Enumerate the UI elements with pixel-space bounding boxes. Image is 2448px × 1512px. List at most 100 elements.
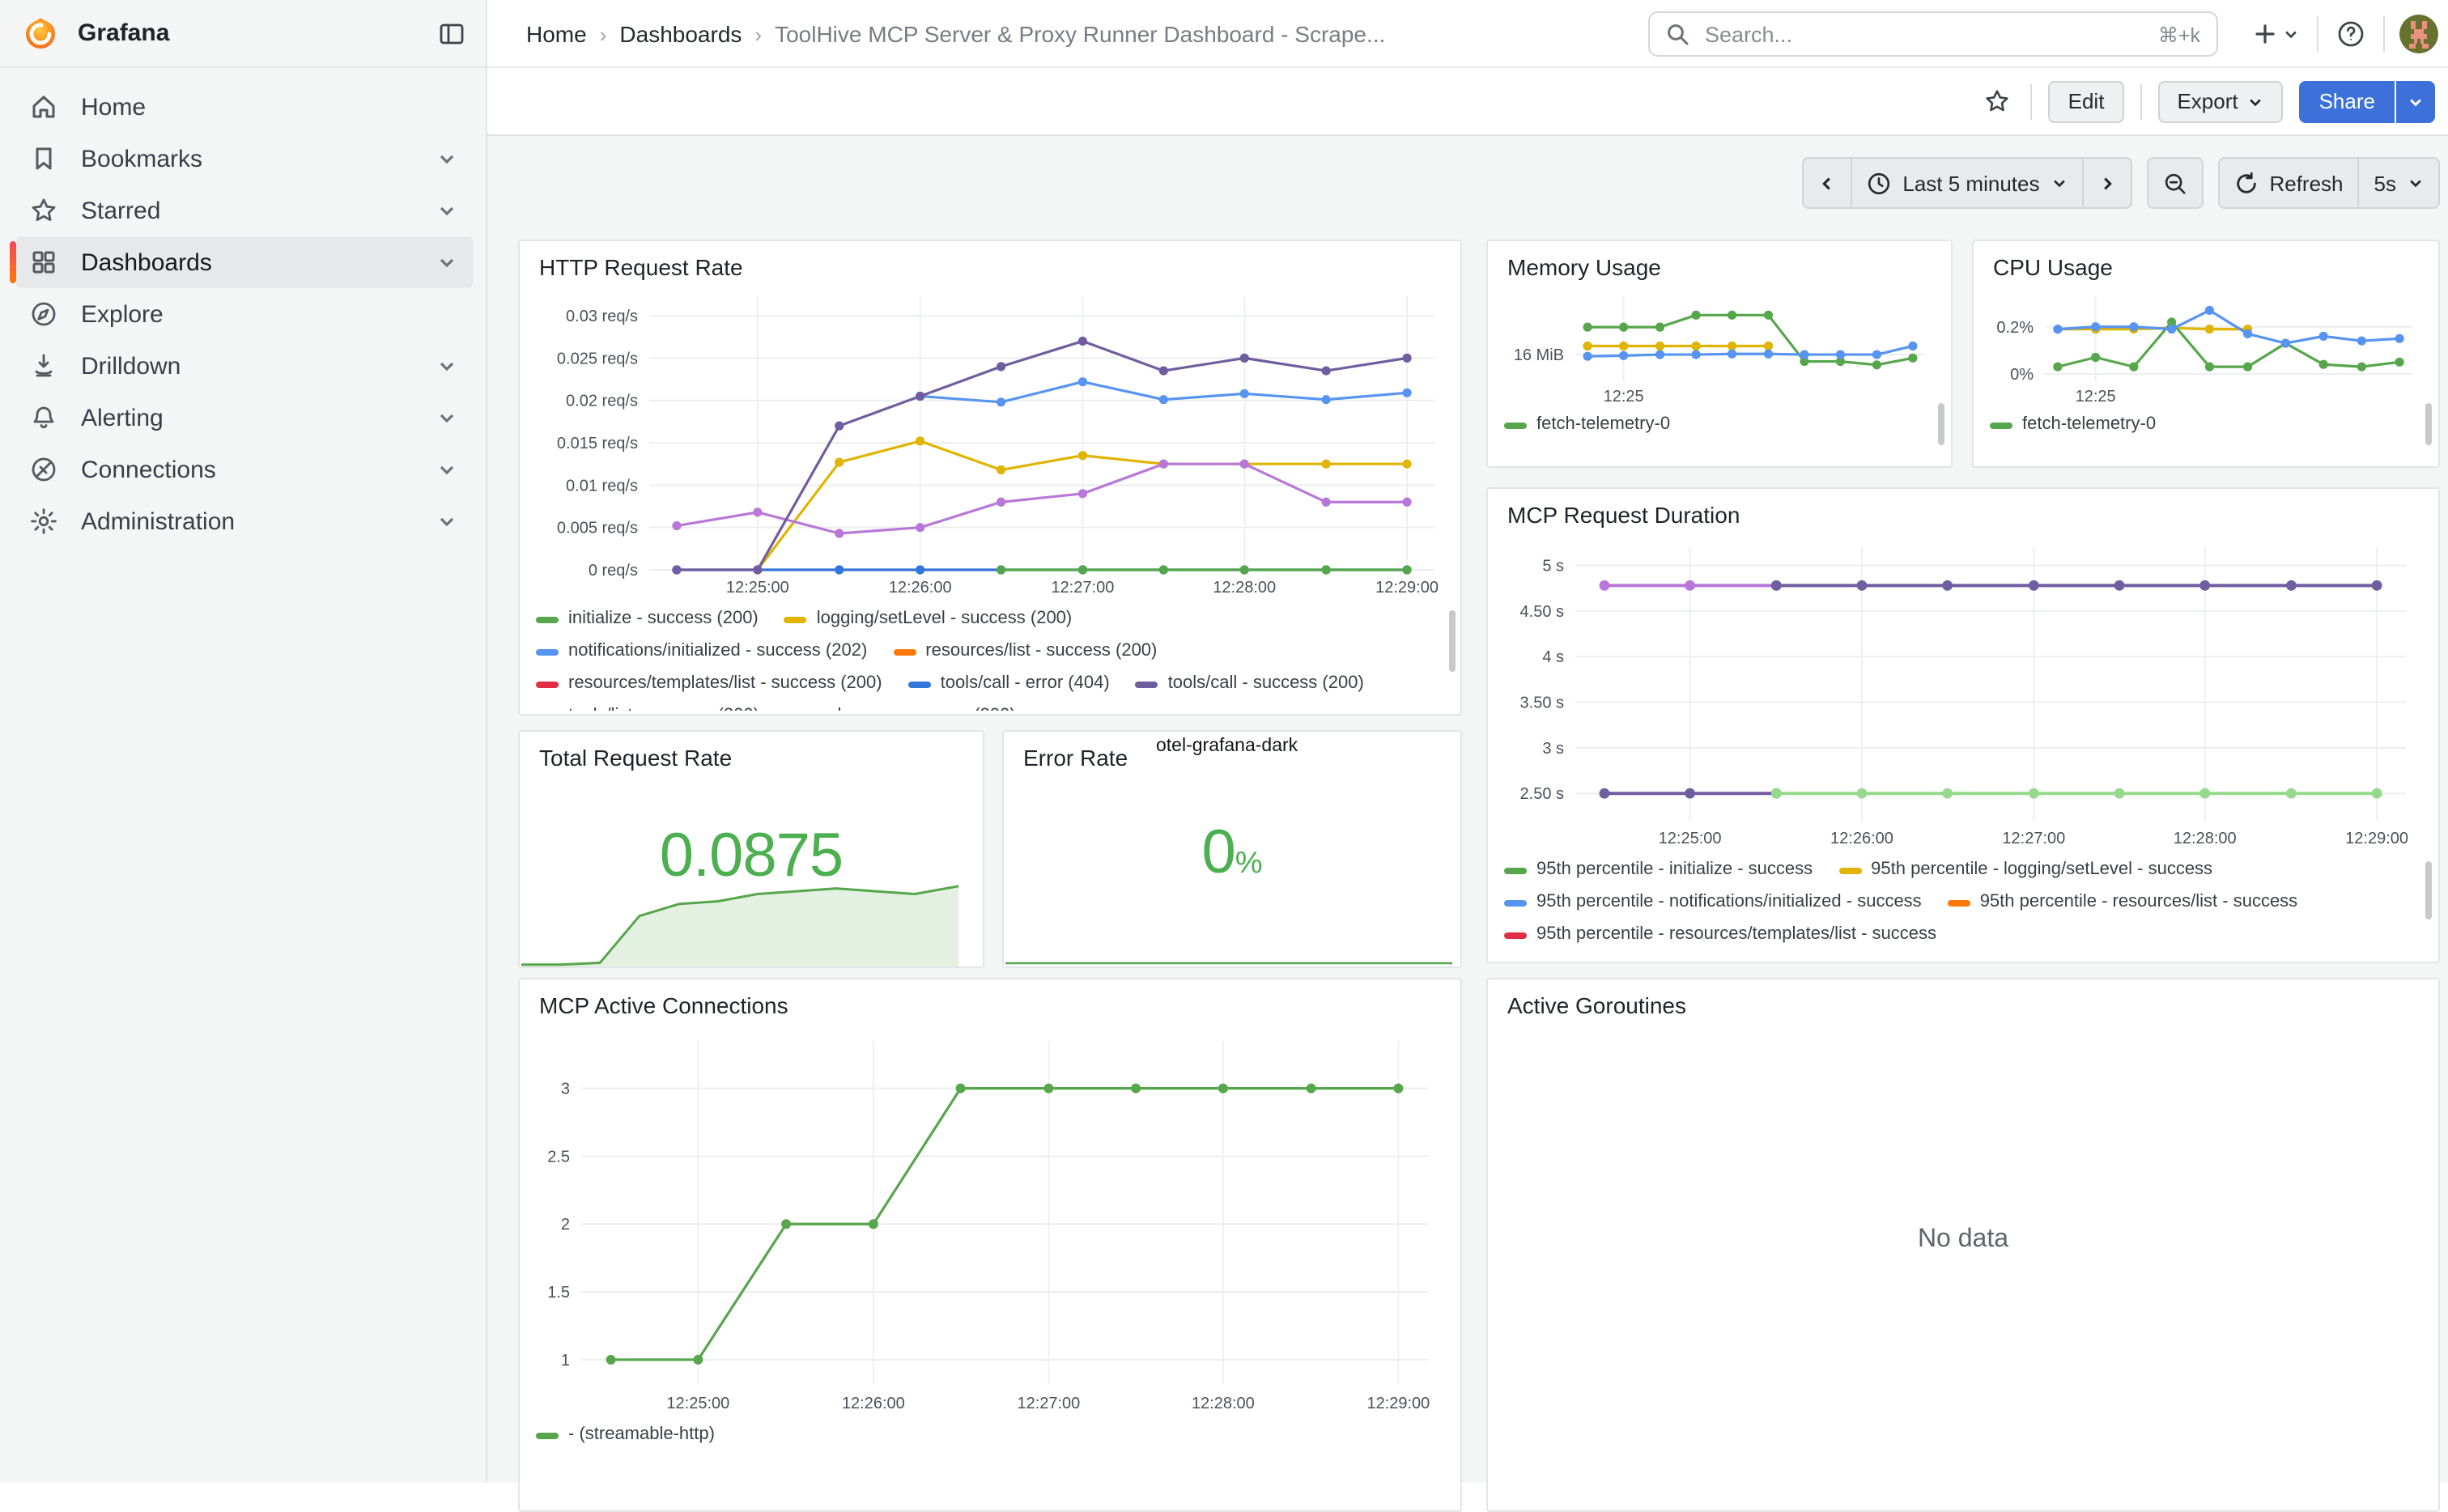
sidebar-item-starred[interactable]: Starred [16, 185, 473, 236]
cpu-legend: fetch-telemetry-0 [1990, 413, 2396, 442]
sidebar-item-label: Home [81, 93, 147, 121]
sidebar-item-bookmarks[interactable]: Bookmarks [16, 133, 473, 185]
legend-scrollbar[interactable] [2425, 403, 2432, 445]
http-legend: initialize - success (200) logging/setLev… [536, 607, 1425, 711]
refresh-interval-label: 5s [2374, 171, 2396, 195]
time-forward-button[interactable] [2083, 159, 2130, 207]
share-button[interactable]: Share [2299, 80, 2395, 122]
legend-item[interactable]: fetch-telemetry-0 [1990, 413, 2156, 437]
legend-scrollbar[interactable] [1449, 610, 1456, 672]
export-button[interactable]: Export [2157, 80, 2284, 122]
svg-text:0%: 0% [2010, 366, 2034, 384]
search-box[interactable]: ⌘+k [1648, 11, 2218, 57]
refresh-group: Refresh 5s [2217, 157, 2440, 209]
edit-button[interactable]: Edit [2048, 80, 2124, 122]
svg-text:0.2%: 0.2% [1996, 319, 2034, 337]
sidebar-item-drilldown[interactable]: Drilldown [16, 340, 473, 392]
time-range-picker[interactable]: Last 5 minutes [1852, 159, 2084, 207]
panel-title[interactable]: Memory Usage [1507, 254, 1661, 280]
panel-title[interactable]: CPU Usage [1993, 254, 2113, 280]
add-button[interactable] [2249, 18, 2302, 50]
breadcrumb-dashboards[interactable]: Dashboards [619, 21, 742, 47]
legend-item[interactable]: resources/templates/list - success (200) [536, 672, 882, 696]
divider [2030, 83, 2033, 119]
legend-item[interactable]: initialize - success (200) [536, 607, 759, 631]
legend-item[interactable]: unknown - success (200) [785, 704, 1016, 711]
legend-swatch [536, 1432, 559, 1438]
sidebar-item-administration[interactable]: Administration [16, 495, 473, 547]
avatar[interactable] [2399, 15, 2438, 53]
svg-text:3: 3 [561, 1081, 570, 1098]
bell-icon [29, 403, 58, 432]
legend-scrollbar[interactable] [1938, 403, 1944, 445]
legend-item[interactable]: 95th percentile - logging/setLevel - suc… [1838, 858, 2212, 882]
panel-title[interactable]: MCP Active Connections [539, 992, 788, 1018]
refresh-icon [2236, 171, 2256, 193]
panel-title[interactable]: Error Rate [1023, 745, 1128, 771]
search-input[interactable] [1702, 20, 2158, 48]
sidebar-item-alerting[interactable]: Alerting [16, 392, 473, 444]
panel-mcp-active-connections: MCP Active Connections 12:25:00 12:26:00 1… [518, 978, 1462, 1512]
panel-title[interactable]: HTTP Request Rate [539, 254, 743, 280]
svg-text:0.005 req/s: 0.005 req/s [557, 520, 638, 537]
sidebar-item-dashboards[interactable]: Dashboards [10, 236, 473, 288]
favorite-star-button[interactable] [1981, 84, 2015, 118]
legend-item[interactable]: - (streamable-http) [536, 1423, 715, 1447]
panel-title[interactable]: Active Goroutines [1507, 992, 1686, 1018]
divider [2383, 16, 2385, 52]
bookmark-icon [29, 144, 58, 173]
chevron-down-icon[interactable] [437, 460, 457, 479]
total-request-rate-sparkline[interactable] [521, 826, 958, 968]
svg-text:12:25: 12:25 [1604, 388, 1644, 406]
legend-item[interactable]: 95th percentile - resources/templates/li… [1504, 923, 1936, 947]
dashboards-icon [29, 248, 58, 277]
legend-item[interactable]: 95th percentile - resources/list - succe… [1947, 890, 2297, 915]
time-back-button[interactable] [1804, 159, 1853, 207]
legend-item[interactable]: 95th percentile - notifications/initiali… [1504, 890, 1922, 915]
mcp-request-duration-chart[interactable]: 12:25:00 12:26:00 12:27:00 12:28:00 12:29:00… [1501, 534, 2429, 848]
panel-title[interactable]: MCP Request Duration [1507, 502, 1740, 528]
http-request-rate-chart[interactable]: 12:25:00 12:26:00 12:27:00 12:28:00 12:29:00… [533, 287, 1451, 597]
chevron-down-icon [2410, 98, 2421, 106]
sidebar-item-explore[interactable]: Explore [16, 288, 473, 340]
legend-item[interactable]: notifications/initialized - success (202… [536, 639, 867, 664]
breadcrumb-home[interactable]: Home [526, 21, 587, 47]
svg-text:4.50 s: 4.50 s [1520, 603, 1564, 621]
chevron-down-icon[interactable] [437, 512, 457, 531]
legend-item[interactable]: 95th percentile - initialize - success [1504, 858, 1813, 882]
chevron-down-icon[interactable] [437, 356, 457, 376]
cpu-usage-chart[interactable]: 12:25 0.2% 0% [1987, 283, 2429, 406]
legend-item[interactable]: tools/call - success (200) [1135, 672, 1364, 696]
zoom-out-icon [2165, 172, 2186, 193]
grafana-logo[interactable] [23, 15, 58, 51]
collapse-sidebar-icon[interactable] [437, 19, 466, 48]
panel-title[interactable]: Total Request Rate [539, 745, 733, 771]
share-split-button: Share [2299, 80, 2435, 122]
chevron-down-icon[interactable] [437, 253, 457, 272]
legend-swatch [893, 648, 916, 655]
sidebar-item-home[interactable]: Home [16, 81, 473, 133]
chevron-down-icon[interactable] [437, 408, 457, 427]
legend-swatch [1838, 867, 1862, 873]
topbar-actions [2249, 0, 2438, 68]
chevron-down-icon[interactable] [437, 201, 457, 220]
refresh-interval-picker[interactable]: 5s [2360, 159, 2438, 207]
legend-item[interactable]: logging/setLevel - success (200) [784, 607, 1072, 631]
legend-item[interactable]: tools/list - success (200) [536, 704, 759, 711]
sidebar-item-connections[interactable]: Connections [16, 444, 473, 495]
error-rate-sparkline[interactable] [1005, 952, 1452, 966]
refresh-button[interactable]: Refresh [2219, 159, 2360, 207]
share-menu-button[interactable] [2396, 80, 2435, 122]
help-button[interactable] [2333, 16, 2369, 52]
memory-usage-chart[interactable]: 12:25 16 MiB [1501, 283, 1941, 406]
legend-scrollbar[interactable] [2425, 861, 2432, 920]
sidebar-item-label: Bookmarks [81, 145, 203, 172]
legend-item[interactable]: tools/call - error (404) [907, 672, 1110, 696]
svg-text:5 s: 5 s [1542, 558, 1564, 575]
chevron-down-icon[interactable] [437, 149, 457, 168]
zoom-out-button[interactable] [2148, 159, 2201, 207]
svg-text:12:25:00: 12:25:00 [666, 1395, 729, 1412]
legend-item[interactable]: resources/list - success (200) [893, 639, 1157, 664]
legend-item[interactable]: fetch-telemetry-0 [1504, 413, 1670, 437]
mcp-active-connections-chart[interactable]: 12:25:00 12:26:00 12:27:00 12:28:00 12:29:00… [533, 1025, 1451, 1413]
